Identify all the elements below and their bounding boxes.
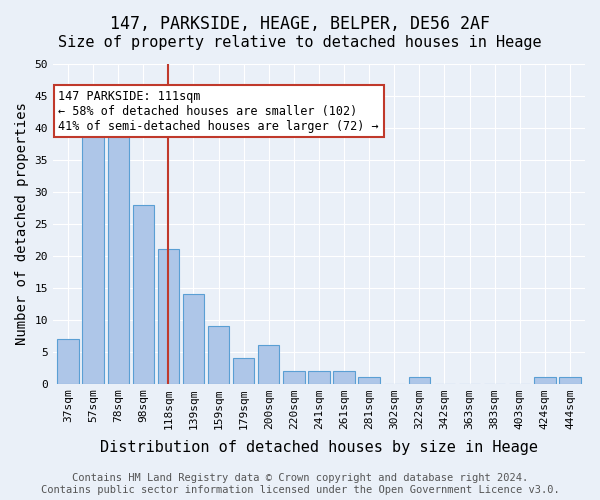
- Bar: [233, 358, 254, 384]
- Text: Contains HM Land Registry data © Crown copyright and database right 2024.
Contai: Contains HM Land Registry data © Crown c…: [41, 474, 559, 495]
- Bar: [133, 204, 154, 384]
- Bar: [183, 294, 204, 384]
- Bar: [283, 370, 305, 384]
- Bar: [107, 134, 129, 384]
- Bar: [208, 326, 229, 384]
- Bar: [409, 377, 430, 384]
- Bar: [58, 339, 79, 384]
- Bar: [258, 345, 280, 384]
- Text: 147 PARKSIDE: 111sqm
← 58% of detached houses are smaller (102)
41% of semi-deta: 147 PARKSIDE: 111sqm ← 58% of detached h…: [58, 90, 379, 132]
- X-axis label: Distribution of detached houses by size in Heage: Distribution of detached houses by size …: [100, 440, 538, 455]
- Y-axis label: Number of detached properties: Number of detached properties: [15, 102, 29, 345]
- Bar: [158, 250, 179, 384]
- Text: Size of property relative to detached houses in Heage: Size of property relative to detached ho…: [58, 35, 542, 50]
- Bar: [82, 128, 104, 384]
- Bar: [534, 377, 556, 384]
- Text: 147, PARKSIDE, HEAGE, BELPER, DE56 2AF: 147, PARKSIDE, HEAGE, BELPER, DE56 2AF: [110, 15, 490, 33]
- Bar: [559, 377, 581, 384]
- Bar: [358, 377, 380, 384]
- Bar: [308, 370, 329, 384]
- Bar: [334, 370, 355, 384]
